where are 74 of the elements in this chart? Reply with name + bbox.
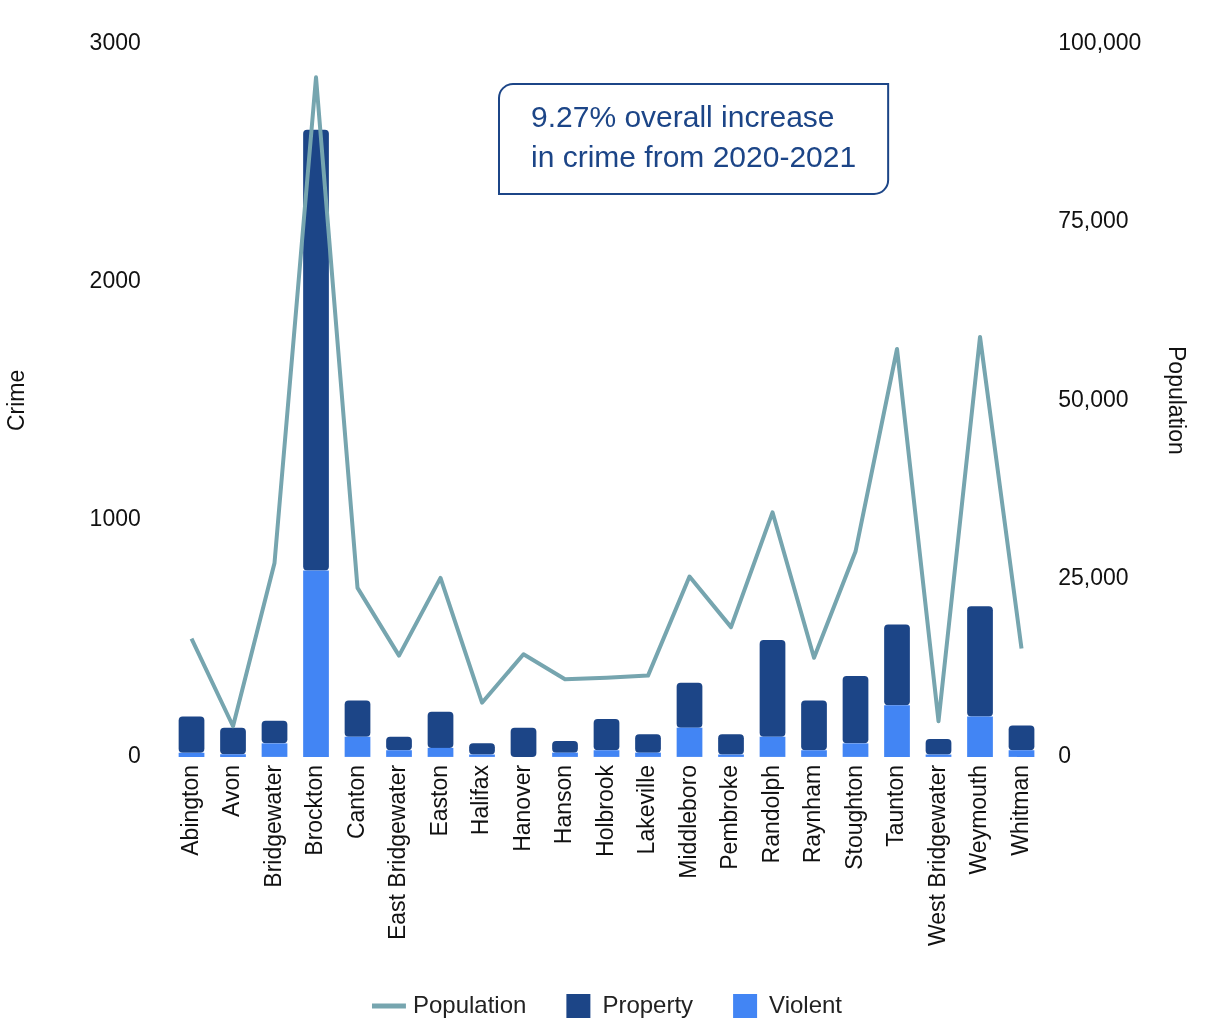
- x-tick-label: Stoughton: [840, 764, 867, 870]
- bar: [427, 747, 454, 757]
- bar: [635, 752, 661, 757]
- x-tick-label: West Bridgewater: [923, 764, 950, 946]
- bar: [303, 570, 329, 757]
- y2-tick-label: 75,000: [1058, 207, 1129, 234]
- legend-label: Population: [412, 990, 527, 1018]
- x-tick-label: Whitman: [1006, 764, 1033, 856]
- x-tick-label: Lakeville: [633, 764, 660, 855]
- x-tick-label: Canton: [342, 764, 369, 840]
- bar: [884, 705, 910, 757]
- bar: [469, 743, 495, 755]
- x-tick-label: Brockton: [301, 764, 328, 856]
- bar: [842, 676, 869, 744]
- bar: [676, 682, 703, 728]
- x-tick-label: Hanover: [508, 764, 535, 852]
- bar: [925, 739, 952, 755]
- y2-tick-label: 50,000: [1058, 385, 1129, 412]
- bar: [552, 740, 578, 753]
- bar: [1008, 725, 1035, 751]
- y-tick-label: 0: [127, 742, 141, 769]
- x-tick-label: Randolph: [757, 764, 784, 864]
- bar: [178, 716, 205, 753]
- bar: [801, 700, 827, 751]
- x-tick-label: Holbrook: [591, 764, 618, 857]
- x-tick-label: Pembroke: [716, 764, 743, 870]
- bar: [386, 736, 412, 751]
- bar: [593, 750, 620, 757]
- bar: [759, 736, 786, 757]
- bar: [552, 752, 578, 757]
- bar: [303, 129, 329, 571]
- x-tick-label: Easton: [425, 764, 452, 837]
- bar: [344, 736, 371, 757]
- bar: [261, 720, 288, 744]
- x-tick-label: Halifax: [467, 764, 494, 836]
- bar: [967, 716, 993, 757]
- x-tick-label: Taunton: [882, 764, 909, 847]
- bar: [884, 624, 910, 706]
- x-tick-label: Abington: [176, 764, 203, 856]
- bar: [386, 750, 412, 757]
- x-tick-label: Hanson: [550, 764, 577, 845]
- bar: [344, 700, 371, 737]
- y2-tick-label: 0: [1058, 742, 1072, 769]
- bar: [842, 743, 869, 757]
- bar: [718, 734, 744, 755]
- bar: [676, 727, 703, 757]
- bar: [967, 606, 993, 717]
- bar: [1008, 750, 1035, 757]
- y-tick-label: 1000: [89, 504, 141, 531]
- x-tick-label: Raynham: [799, 764, 826, 864]
- bar: [427, 711, 454, 748]
- y-tick-label: 3000: [89, 29, 141, 56]
- y-axis-title: Crime: [3, 369, 30, 432]
- bar: [178, 752, 205, 757]
- legend-label: Violent: [769, 990, 843, 1018]
- bar: [220, 727, 246, 755]
- bar: [220, 754, 246, 757]
- bar: [635, 734, 661, 753]
- x-tick-label: East Bridgewater: [384, 764, 411, 941]
- bar: [510, 727, 537, 757]
- x-tick-label: Bridgewater: [259, 764, 286, 888]
- y-tick-label: 2000: [89, 266, 141, 293]
- y2-tick-label: 100,000: [1058, 29, 1142, 56]
- bar: [593, 718, 620, 751]
- bar: [261, 743, 288, 757]
- bar: [759, 639, 786, 737]
- annotation: 9.27% overall increase in crime from 2020-2021: [531, 100, 857, 174]
- x-tick-label: Middleboro: [674, 764, 701, 879]
- legend-label: Property: [602, 990, 694, 1018]
- bar: [801, 750, 827, 757]
- x-tick-label: Weymouth: [965, 764, 992, 875]
- y2-tick-label: 25,000: [1058, 563, 1129, 590]
- x-tick-label: Avon: [218, 764, 245, 817]
- y2-axis-title: Population: [1163, 346, 1190, 455]
